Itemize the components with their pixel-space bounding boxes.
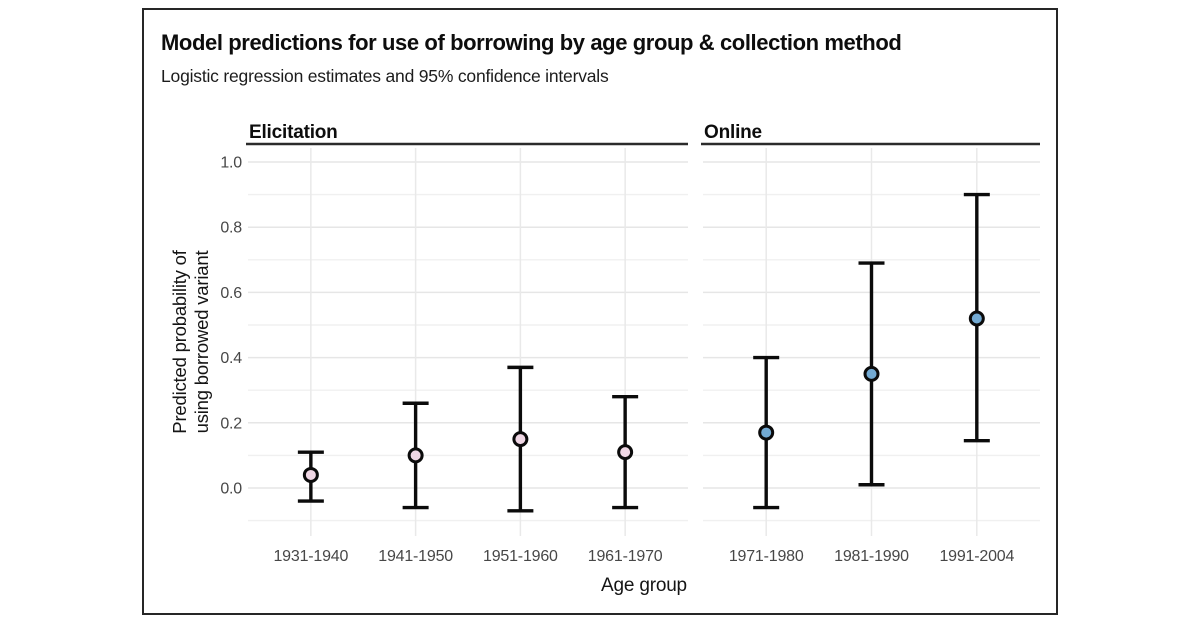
y-tick-label: 1.0 <box>220 155 242 172</box>
chart-subtitle: Logistic regression estimates and 95% co… <box>161 66 609 86</box>
x-tick-label: 1931-1940 <box>273 548 348 565</box>
y-tick-label: 0.4 <box>220 350 242 367</box>
x-tick-label: 1971-1980 <box>729 548 804 565</box>
point-estimate <box>512 431 529 448</box>
point-estimate <box>617 444 634 461</box>
chart-title: Model predictions for use of borrowing b… <box>161 30 902 55</box>
point-estimate <box>302 466 319 483</box>
point-estimate <box>968 310 985 327</box>
y-axis-title-line: Predicted probability of <box>169 249 190 433</box>
x-tick-label: 1961-1970 <box>588 548 663 565</box>
y-tick-label: 0.2 <box>220 415 242 432</box>
x-tick-label: 1991-2004 <box>939 548 1014 565</box>
point-estimate <box>758 424 775 441</box>
chart-canvas: Elicitation 1931-1940 1941-1950 1951-1960 19… <box>169 122 1040 596</box>
point-estimate <box>407 447 424 464</box>
facet-label: Online <box>704 122 762 143</box>
y-tick-label: 0.0 <box>220 481 242 498</box>
x-tick-label: 1951-1960 <box>483 548 558 565</box>
y-tick-label: 0.6 <box>220 285 242 302</box>
facet-label: Elicitation <box>249 122 338 143</box>
x-tick-label: 1981-1990 <box>834 548 909 565</box>
y-axis-title-line: using borrowed variant <box>191 251 212 434</box>
y-tick-label: 0.8 <box>220 220 242 237</box>
point-estimate <box>863 365 880 382</box>
x-tick-label: 1941-1950 <box>378 548 453 565</box>
figure-border: Model predictions for use of borrowing b… <box>142 8 1058 615</box>
x-axis-title: Age group <box>601 575 687 596</box>
